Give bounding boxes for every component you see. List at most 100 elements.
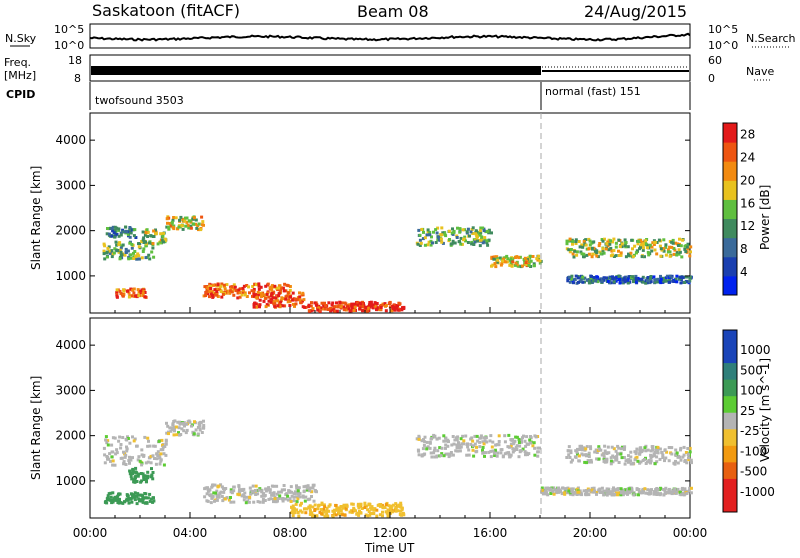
scatter-cell bbox=[194, 218, 198, 222]
scatter-cell bbox=[232, 500, 236, 504]
scatter-cell bbox=[390, 510, 394, 514]
velocity-colorbar-tick: 100 bbox=[740, 384, 763, 398]
scatter-cell bbox=[236, 296, 240, 300]
scatter-cell bbox=[584, 243, 588, 247]
scatter-cell bbox=[620, 491, 623, 495]
scatter-cell bbox=[177, 426, 181, 430]
scatter-cell bbox=[634, 278, 638, 282]
scatter-cell bbox=[665, 274, 669, 278]
scatter-cell bbox=[197, 222, 201, 226]
scatter-cell bbox=[612, 255, 616, 258]
scatter-cell bbox=[454, 449, 458, 453]
scatter-cell bbox=[453, 241, 457, 245]
scatter-cell bbox=[186, 223, 190, 227]
scatter-cell bbox=[395, 305, 399, 309]
scatter-cell bbox=[493, 448, 497, 452]
scatter-cell bbox=[587, 280, 591, 283]
scatter-cell bbox=[260, 494, 264, 498]
scatter-cell bbox=[639, 239, 643, 242]
scatter-cell bbox=[567, 487, 571, 491]
scatter-cell bbox=[659, 492, 663, 496]
scatter-cell bbox=[669, 276, 673, 280]
scatter-cell bbox=[284, 289, 288, 293]
scatter-cell bbox=[137, 254, 141, 258]
scatter-cell bbox=[686, 247, 690, 251]
scatter-cell bbox=[105, 250, 109, 254]
scatter-cell bbox=[604, 489, 608, 493]
scatter-cell bbox=[605, 458, 609, 462]
scatter-cell bbox=[110, 234, 114, 238]
scatter-cell bbox=[587, 493, 591, 497]
scatter-cell bbox=[119, 231, 123, 235]
scatter-cell bbox=[611, 240, 615, 244]
scatter-cell bbox=[358, 306, 362, 310]
scatter-cell bbox=[270, 285, 274, 289]
scatter-cell bbox=[114, 240, 118, 244]
scatter-cell bbox=[649, 453, 653, 457]
scatter-cell bbox=[622, 491, 625, 495]
scatter-cell bbox=[151, 477, 155, 481]
scatter-cell bbox=[127, 295, 131, 299]
scatter-cell bbox=[396, 509, 400, 513]
scatter-cell bbox=[185, 220, 189, 224]
scatter-cell bbox=[159, 448, 163, 452]
scatter-cell bbox=[641, 242, 645, 246]
scatter-cell bbox=[103, 500, 107, 504]
scatter-cell bbox=[230, 285, 234, 289]
scatter-cell bbox=[432, 449, 436, 453]
scatter-cell bbox=[332, 510, 336, 514]
scatter-cell bbox=[197, 421, 201, 425]
scatter-cell bbox=[456, 226, 459, 230]
scatter-cell bbox=[215, 498, 219, 502]
scatter-cell bbox=[255, 296, 259, 300]
scatter-cell bbox=[252, 500, 256, 504]
scatter-cell bbox=[107, 492, 111, 496]
scatter-cell bbox=[149, 234, 153, 238]
scatter-cell bbox=[106, 246, 110, 250]
scatter-cell bbox=[296, 297, 300, 301]
scatter-cell bbox=[303, 305, 307, 309]
scatter-cell bbox=[585, 445, 589, 449]
scatter-cell bbox=[655, 252, 659, 256]
scatter-cell bbox=[478, 233, 482, 237]
scatter-cell bbox=[373, 304, 377, 308]
scatter-cell bbox=[117, 439, 121, 443]
scatter-cell bbox=[688, 450, 692, 454]
scatter-cell bbox=[512, 448, 516, 452]
scatter-cell bbox=[299, 301, 303, 305]
scatter-cell bbox=[587, 455, 591, 458]
scatter-cell bbox=[503, 434, 507, 438]
scatter-cell bbox=[536, 450, 540, 454]
scatter-cell bbox=[273, 300, 276, 304]
power-colorbar-tick: 24 bbox=[740, 150, 755, 164]
scatter-cell bbox=[658, 244, 662, 248]
scatter-cell bbox=[321, 307, 325, 311]
scatter-cell bbox=[361, 305, 365, 309]
scatter-cell bbox=[181, 227, 185, 231]
scatter-cell bbox=[619, 447, 623, 451]
scatter-cell bbox=[175, 433, 179, 437]
scatter-cell bbox=[229, 488, 233, 492]
scatter-cell bbox=[471, 226, 475, 230]
scatter-cell bbox=[514, 445, 518, 449]
scatter-cell bbox=[376, 306, 380, 310]
scatter-cell bbox=[458, 227, 462, 231]
scatter-cell bbox=[159, 240, 163, 244]
scatter-cell bbox=[620, 242, 624, 246]
station-title: Saskatoon (fitACF) bbox=[92, 1, 240, 20]
scatter-cell bbox=[280, 488, 284, 492]
scatter-cell bbox=[141, 294, 145, 298]
velocity-colorbar-swatch bbox=[723, 429, 737, 447]
scatter-cell bbox=[677, 244, 680, 247]
scatter-cell bbox=[632, 280, 635, 284]
scatter-cell bbox=[108, 452, 112, 456]
scatter-cell bbox=[399, 501, 403, 505]
nave-label: Nave bbox=[746, 65, 774, 78]
scatter-cell bbox=[165, 431, 169, 435]
scatter-cell bbox=[141, 230, 145, 234]
scatter-cell bbox=[338, 512, 342, 516]
scatter-cell bbox=[441, 241, 445, 245]
scatter-cell bbox=[681, 280, 685, 284]
scatter-cell bbox=[652, 275, 656, 279]
